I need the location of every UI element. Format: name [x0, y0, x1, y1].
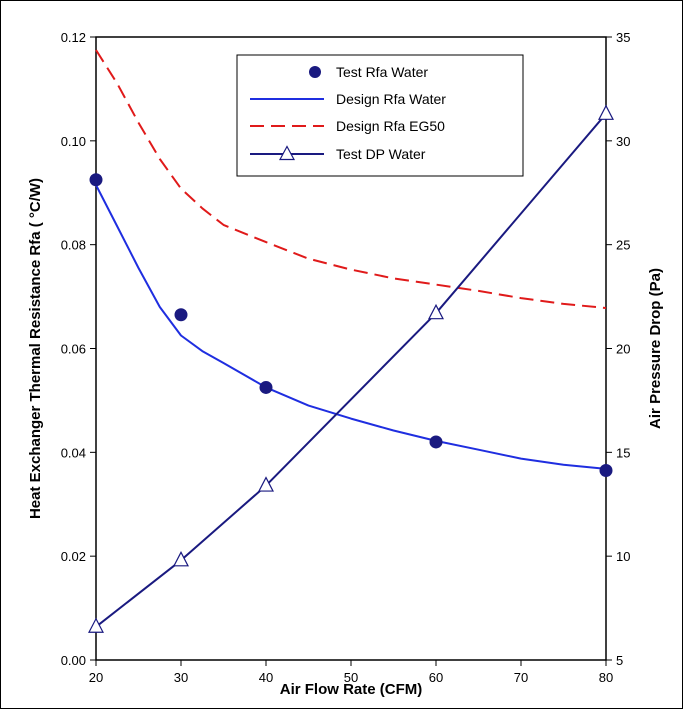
- series-line-design-rfa-eg50: [95, 49, 607, 309]
- x-axis: 20 30 40 50 60 70 80: [89, 660, 613, 685]
- x-axis-title: Air Flow Rate (CFM): [280, 681, 423, 698]
- y2-tick-label: 15: [616, 445, 630, 460]
- y-tick-label: 0.08: [61, 238, 86, 253]
- x-tick-label: 60: [429, 670, 443, 685]
- y-tick-label: 0.04: [61, 445, 86, 460]
- x-tick-label: 50: [344, 670, 358, 685]
- legend: Test Rfa Water Design Rfa Water Design R…: [236, 54, 524, 177]
- y-tick-label: 0.10: [61, 134, 86, 149]
- y2-tick-label: 20: [616, 342, 630, 357]
- legend-marker-test-dp-water: [278, 145, 296, 161]
- legend-label-design-rfa-water: Design Rfa Water: [336, 91, 446, 107]
- data-point-test-rfa-water: [599, 464, 613, 478]
- y2-tick-label: 10: [616, 549, 630, 564]
- y-axis-title: Heat Exchanger Thermal Resistance Rfa ( …: [27, 178, 44, 519]
- series-line-design-rfa-water: [95, 184, 607, 470]
- series-layer: [88, 49, 614, 633]
- y2-axis-title: Air Pressure Drop (Pa): [647, 268, 664, 429]
- data-point-test-dp-water: [258, 476, 274, 492]
- y2-tick-label: 25: [616, 238, 630, 253]
- legend-label-test-dp-water: Test DP Water: [336, 146, 426, 162]
- x-tick-label: 40: [259, 670, 273, 685]
- data-point-test-rfa-water: [174, 308, 188, 322]
- series-design-rfa-water: [95, 184, 607, 470]
- x-tick-label: 30: [174, 670, 188, 685]
- series-design-rfa-eg50: [95, 49, 607, 309]
- data-point-test-dp-water: [428, 303, 444, 320]
- x-tick-label: 70: [514, 670, 528, 685]
- y-tick-label: 0.02: [61, 549, 86, 564]
- x-tick-label: 80: [599, 670, 613, 685]
- series-test-rfa-water: [89, 173, 613, 478]
- y2-tick-label: 35: [616, 30, 630, 45]
- legend-marker-test-rfa-water: [309, 66, 321, 78]
- y-axis-left: 0.00 0.02 0.04 0.06 0.08 0.10 0.12: [61, 30, 96, 668]
- legend-label-test-rfa-water: Test Rfa Water: [336, 64, 428, 80]
- data-point-test-rfa-water: [89, 173, 103, 187]
- data-point-test-dp-water: [598, 104, 614, 120]
- data-point-test-rfa-water: [259, 380, 273, 394]
- legend-label-design-rfa-eg50: Design Rfa EG50: [336, 118, 445, 134]
- data-point-test-dp-water: [88, 617, 104, 633]
- series-test-dp-water: [88, 104, 614, 633]
- data-point-test-dp-water: [173, 551, 189, 567]
- y-tick-label: 0.06: [61, 342, 86, 357]
- y-axis-right: 5 10 15 20 25 30 35: [606, 30, 630, 668]
- y-tick-label: 0.00: [61, 653, 86, 668]
- y2-tick-label: 30: [616, 134, 630, 149]
- x-tick-label: 20: [89, 670, 103, 685]
- y-tick-label: 0.12: [61, 30, 86, 45]
- data-point-test-rfa-water: [429, 435, 443, 449]
- y2-tick-label: 5: [616, 653, 623, 668]
